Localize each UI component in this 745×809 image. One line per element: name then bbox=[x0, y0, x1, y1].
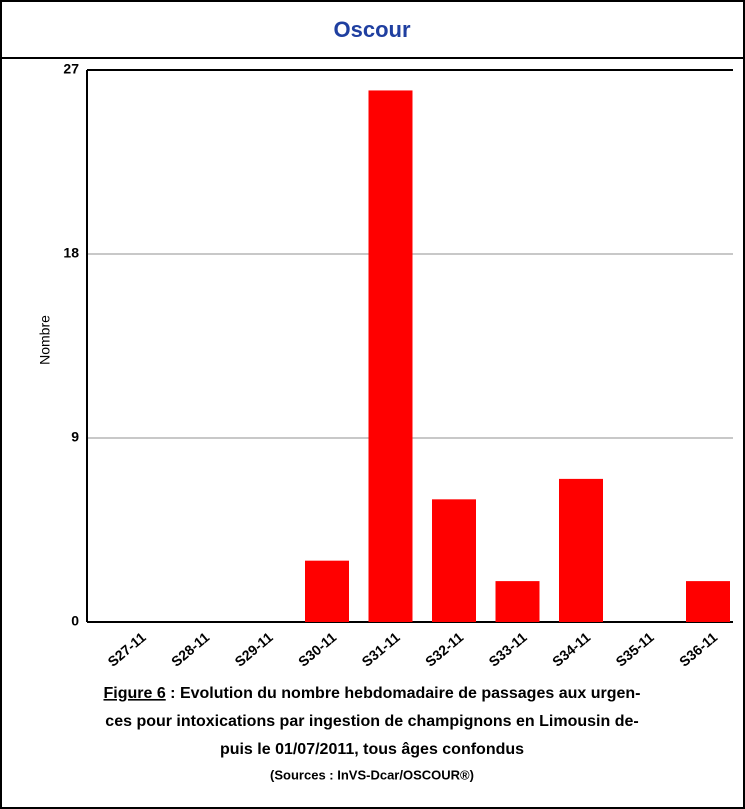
x-tick-label: S32-11 bbox=[422, 629, 466, 670]
x-tick-label: S34-11 bbox=[549, 629, 593, 670]
x-tick-label: S31-11 bbox=[359, 629, 403, 670]
x-tick-label: S27-11 bbox=[105, 629, 149, 670]
y-tick-label: 27 bbox=[63, 61, 79, 77]
bar bbox=[305, 560, 349, 622]
x-tick-label: S29-11 bbox=[232, 629, 276, 670]
bar bbox=[686, 581, 730, 622]
bar bbox=[432, 499, 476, 622]
x-tick-label: S30-11 bbox=[295, 629, 339, 670]
y-tick-label: 0 bbox=[71, 613, 79, 629]
figure-label: Figure 6 bbox=[104, 685, 166, 702]
caption-line: ces pour intoxications par ingestion de … bbox=[105, 713, 638, 730]
y-tick-label: 18 bbox=[63, 245, 79, 261]
y-tick-label: 9 bbox=[71, 429, 79, 445]
y-axis-label: Nombre bbox=[37, 315, 53, 365]
x-tick-label: S28-11 bbox=[168, 629, 212, 670]
x-tick-label: S33-11 bbox=[486, 629, 530, 670]
caption-line: puis le 01/07/2011, tous âges confondus bbox=[220, 741, 524, 758]
chart-title: Oscour bbox=[333, 17, 410, 42]
caption-text: : Evolution du nombre hebdomadaire de pa… bbox=[166, 685, 641, 702]
source: (Sources : InVS-Dcar/OSCOUR®) bbox=[270, 767, 474, 782]
bar bbox=[368, 90, 413, 622]
bar bbox=[559, 478, 603, 622]
x-tick-label: S35-11 bbox=[613, 629, 657, 670]
caption-line: Figure 6 : Evolution du nombre hebdomada… bbox=[104, 685, 641, 702]
bar bbox=[495, 581, 540, 622]
x-tick-label: S36-11 bbox=[676, 629, 720, 670]
